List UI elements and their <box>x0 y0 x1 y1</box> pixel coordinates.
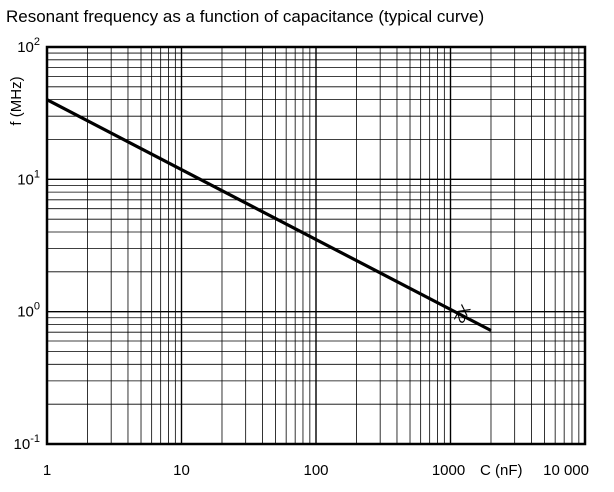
y-tick-labels: 10-1 100 101 102 <box>14 36 40 453</box>
y-axis-label: f (MHz) <box>8 76 25 125</box>
grid-lines <box>47 47 585 444</box>
y-tick-label: 101 <box>17 168 40 188</box>
series-line-x2 <box>46 98 492 332</box>
y-tick-label: 100 <box>17 301 40 321</box>
series-lines <box>46 98 492 332</box>
x-tick-label: 1000 <box>432 462 465 479</box>
x-tick-labels: 1 10 100 1000 10 000 <box>43 462 589 479</box>
x-tick-label: 10 000 <box>543 462 589 479</box>
plot-frame <box>45 45 587 446</box>
y-tick-label: 102 <box>17 36 40 56</box>
x-tick-label: 1 <box>43 462 51 479</box>
series-label-x2: X2 <box>450 302 474 326</box>
x-tick-label: 10 <box>173 462 190 479</box>
x-tick-label: 100 <box>303 462 328 479</box>
chart-title: Resonant frequency as a function of capa… <box>6 7 484 26</box>
x-axis-label: C (nF) <box>480 462 523 479</box>
y-tick-label: 10-1 <box>14 433 40 453</box>
